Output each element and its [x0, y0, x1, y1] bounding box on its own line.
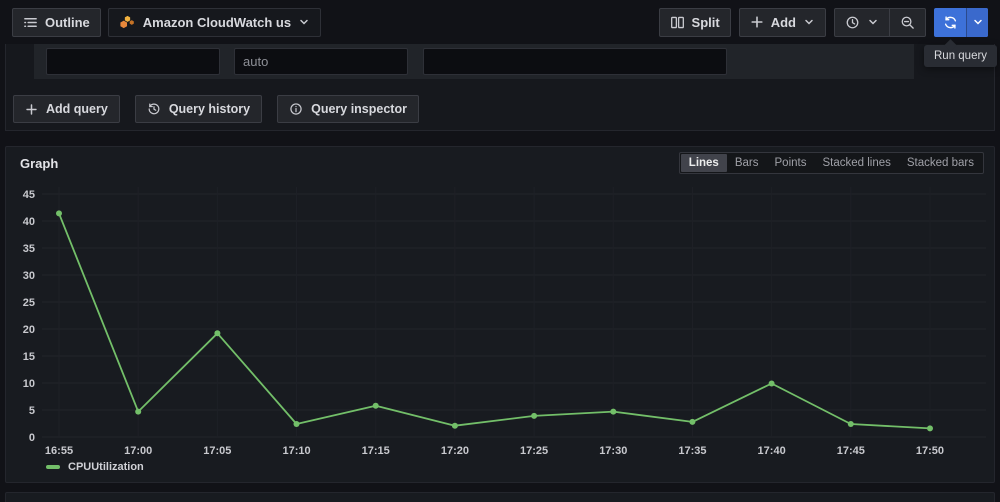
cloudwatch-icon: [119, 14, 136, 31]
plus-icon: [25, 103, 38, 116]
add-query-label: Add query: [46, 102, 108, 116]
mode-stacked-lines[interactable]: Stacked lines: [822, 157, 891, 169]
graph-mode-toggle: Lines Bars Points Stacked lines Stacked bars: [678, 152, 984, 174]
data-point[interactable]: [372, 402, 379, 409]
query-inspector-button[interactable]: Query inspector: [277, 95, 419, 123]
split-label: Split: [691, 14, 720, 30]
y-tick-label: 30: [23, 270, 35, 282]
data-point[interactable]: [689, 418, 696, 425]
x-tick-label: 17:15: [362, 445, 390, 457]
query-inspector-label: Query inspector: [311, 102, 407, 116]
y-tick-label: 0: [29, 432, 35, 444]
clock-icon: [845, 15, 860, 30]
chevron-down-icon: [803, 16, 815, 28]
x-tick-label: 17:50: [916, 445, 944, 457]
datasource-picker[interactable]: Amazon CloudWatch us: [107, 7, 322, 37]
mode-lines[interactable]: Lines: [680, 154, 727, 172]
x-tick-label: 17:05: [203, 445, 231, 457]
graph-panel-header: Graph Lines Bars Points Stacked lines Stacke…: [6, 147, 994, 174]
panel-title: Graph: [20, 155, 59, 171]
x-tick-label: 16:55: [45, 445, 73, 457]
zoom-out-button[interactable]: [889, 7, 926, 37]
data-point[interactable]: [768, 380, 775, 387]
data-point[interactable]: [610, 408, 617, 415]
query-history-button[interactable]: Query history: [134, 95, 263, 123]
y-tick-label: 15: [23, 351, 35, 363]
refresh-icon: [934, 8, 966, 37]
query-editor-row: [34, 44, 914, 79]
data-point[interactable]: [927, 425, 933, 432]
run-query-dropdown[interactable]: [966, 7, 988, 37]
y-tick-label: 45: [23, 189, 35, 201]
y-tick-label: 35: [23, 243, 35, 255]
split-button[interactable]: Split: [658, 7, 731, 37]
data-point[interactable]: [56, 210, 62, 217]
x-tick-label: 17:35: [678, 445, 706, 457]
split-icon: [670, 15, 685, 30]
x-tick-label: 17:00: [124, 445, 152, 457]
y-tick-label: 25: [23, 297, 35, 309]
run-query-tooltip: Run query: [924, 39, 998, 67]
datasource-label: Amazon CloudWatch us: [142, 14, 292, 30]
data-point[interactable]: [451, 422, 458, 429]
cpu-utilization-chart[interactable]: 0 5 10 15 20 25 30 35 40 45 16:55 17:00 17:05 17:10 17…: [6, 173, 994, 459]
x-tick-label: 17:10: [282, 445, 310, 457]
query-field-period[interactable]: [234, 48, 408, 75]
x-tick-label: 17:25: [520, 445, 548, 457]
info-icon: [289, 102, 303, 116]
y-tick-label: 5: [29, 405, 35, 417]
query-history-label: Query history: [168, 102, 251, 116]
data-point[interactable]: [214, 330, 221, 337]
y-tick-label: 20: [23, 324, 35, 336]
tooltip-text: Run query: [934, 50, 988, 62]
graph-panel: Graph Lines Bars Points Stacked lines Stacke…: [5, 146, 995, 483]
data-point[interactable]: [135, 408, 142, 415]
query-actions-row: Add query Query history Query inspector: [13, 95, 419, 123]
next-panel-stub: [5, 492, 995, 502]
x-tick-label: 17:45: [837, 445, 865, 457]
legend-series-label: CPUUtilization: [68, 461, 144, 473]
mode-bars[interactable]: Bars: [734, 157, 759, 169]
x-tick-label: 17:40: [758, 445, 786, 457]
time-picker-button[interactable]: [834, 7, 890, 37]
toolbar-right: Split Add: [658, 7, 988, 37]
mode-stacked-bars[interactable]: Stacked bars: [906, 157, 974, 169]
mode-points[interactable]: Points: [774, 157, 807, 169]
top-toolbar: Outline Amazon CloudWatch us: [0, 0, 1000, 44]
history-icon: [147, 102, 161, 116]
run-query-button[interactable]: [934, 7, 988, 37]
outline-button[interactable]: Outline: [12, 7, 101, 37]
plus-icon: [750, 15, 764, 29]
query-field-3[interactable]: [423, 48, 727, 75]
toolbar-left: Outline Amazon CloudWatch us: [12, 7, 659, 37]
chevron-down-icon: [867, 16, 879, 28]
x-tick-label: 17:20: [441, 445, 469, 457]
data-point[interactable]: [531, 412, 538, 419]
outline-icon: [23, 15, 38, 30]
x-tick-label: 17:30: [599, 445, 627, 457]
outline-label: Outline: [45, 14, 90, 30]
add-query-button[interactable]: Add query: [13, 95, 120, 123]
chevron-down-icon: [298, 16, 310, 28]
add-button[interactable]: Add: [738, 7, 826, 37]
query-field-1[interactable]: [46, 48, 220, 75]
series-line-cpuutilization: [58, 213, 931, 430]
y-tick-label: 10: [23, 378, 35, 390]
add-label: Add: [770, 14, 796, 30]
chart-legend[interactable]: CPUUtilization: [46, 461, 144, 473]
data-point[interactable]: [293, 421, 300, 427]
zoom-out-icon: [900, 15, 915, 30]
y-tick-label: 40: [23, 216, 35, 228]
data-point[interactable]: [847, 421, 854, 427]
legend-series-swatch: [46, 465, 60, 469]
time-controls-group: [834, 7, 926, 37]
query-editor-card: Add query Query history Query inspector: [5, 44, 995, 131]
